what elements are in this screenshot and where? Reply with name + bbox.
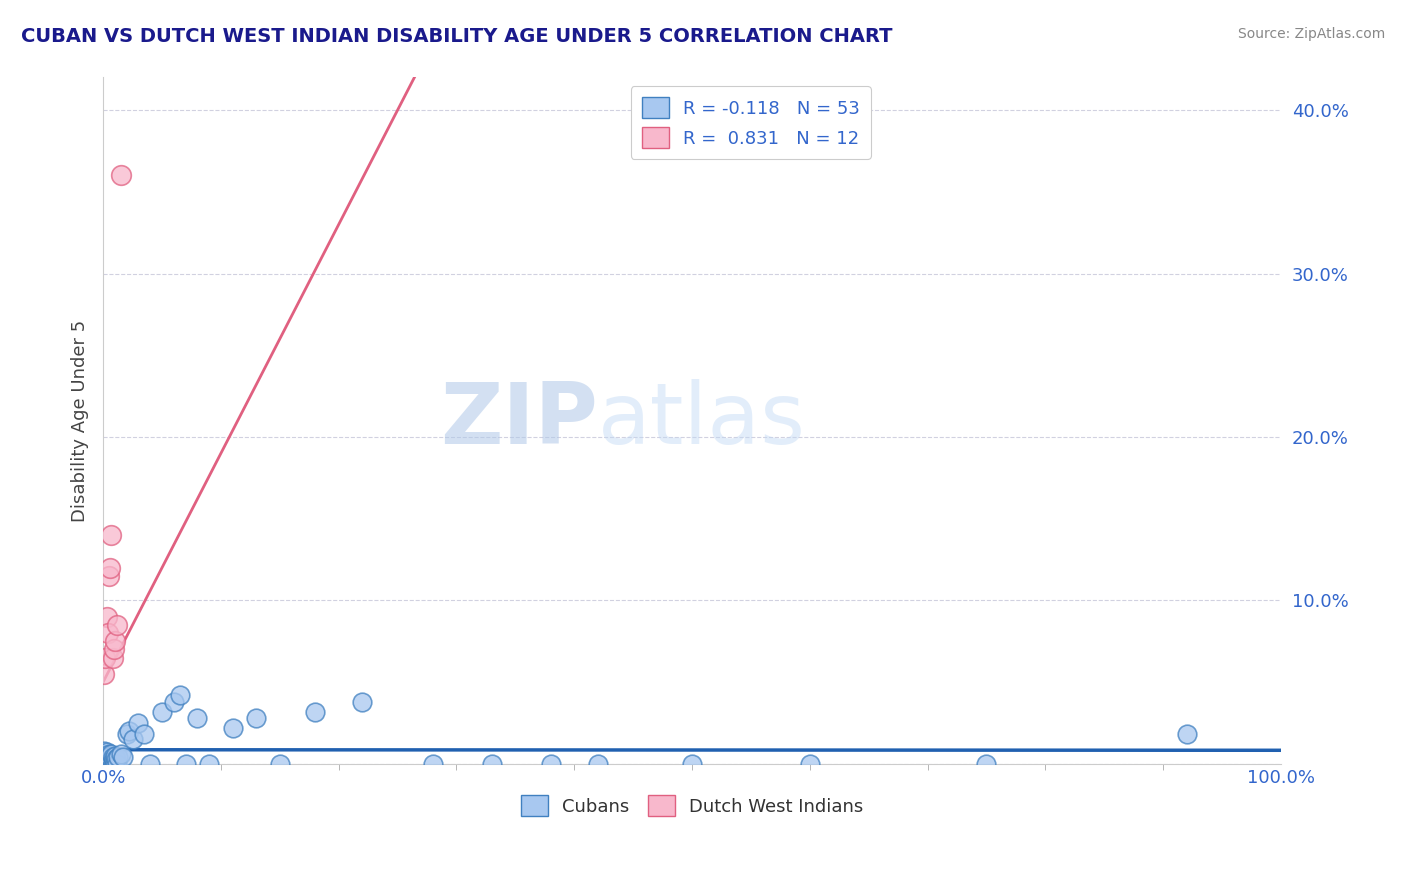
Y-axis label: Disability Age Under 5: Disability Age Under 5	[72, 319, 89, 522]
Point	[97, 756, 120, 771]
Point	[101, 650, 124, 665]
Point	[422, 756, 444, 771]
Point	[96, 756, 118, 771]
Point	[100, 528, 122, 542]
Point	[104, 748, 127, 763]
Point	[127, 716, 149, 731]
Point	[100, 752, 122, 766]
Point	[134, 727, 156, 741]
Point	[105, 756, 128, 771]
Point	[105, 618, 128, 632]
Text: atlas: atlas	[598, 379, 806, 462]
Point	[98, 747, 121, 761]
Text: Source: ZipAtlas.com: Source: ZipAtlas.com	[1237, 27, 1385, 41]
Point	[94, 756, 117, 771]
Point	[98, 560, 121, 574]
Point	[97, 750, 120, 764]
Point	[799, 756, 821, 771]
Point	[98, 754, 121, 768]
Point	[118, 724, 141, 739]
Point	[100, 747, 122, 761]
Point	[104, 634, 127, 648]
Point	[586, 756, 609, 771]
Point	[1175, 727, 1198, 741]
Point	[104, 756, 127, 771]
Point	[110, 169, 132, 183]
Point	[221, 721, 243, 735]
Point	[186, 711, 208, 725]
Point	[150, 705, 173, 719]
Point	[269, 756, 291, 771]
Point	[105, 752, 128, 766]
Text: CUBAN VS DUTCH WEST INDIAN DISABILITY AGE UNDER 5 CORRELATION CHART: CUBAN VS DUTCH WEST INDIAN DISABILITY AG…	[21, 27, 893, 45]
Text: ZIP: ZIP	[440, 379, 598, 462]
Point	[94, 748, 117, 763]
Point	[174, 756, 197, 771]
Point	[98, 752, 121, 766]
Point	[100, 756, 122, 771]
Point	[245, 711, 267, 725]
Point	[976, 756, 998, 771]
Point	[540, 756, 562, 771]
Point	[94, 650, 117, 665]
Point	[93, 744, 115, 758]
Legend: Cubans, Dutch West Indians: Cubans, Dutch West Indians	[513, 789, 870, 823]
Point	[163, 695, 186, 709]
Point	[304, 705, 326, 719]
Point	[107, 750, 129, 764]
Point	[98, 569, 121, 583]
Point	[98, 756, 121, 771]
Point	[169, 688, 191, 702]
Point	[110, 747, 132, 761]
Point	[98, 756, 121, 771]
Point	[139, 756, 162, 771]
Point	[98, 748, 121, 763]
Point	[198, 756, 221, 771]
Point	[96, 745, 118, 759]
Point	[96, 752, 118, 766]
Point	[681, 756, 703, 771]
Point	[96, 609, 118, 624]
Point	[93, 667, 115, 681]
Point	[103, 756, 125, 771]
Point	[103, 752, 125, 766]
Point	[121, 732, 143, 747]
Point	[115, 727, 138, 741]
Point	[352, 695, 374, 709]
Point	[103, 642, 125, 657]
Point	[101, 750, 124, 764]
Point	[481, 756, 503, 771]
Point	[101, 756, 124, 771]
Point	[112, 750, 135, 764]
Point	[97, 626, 120, 640]
